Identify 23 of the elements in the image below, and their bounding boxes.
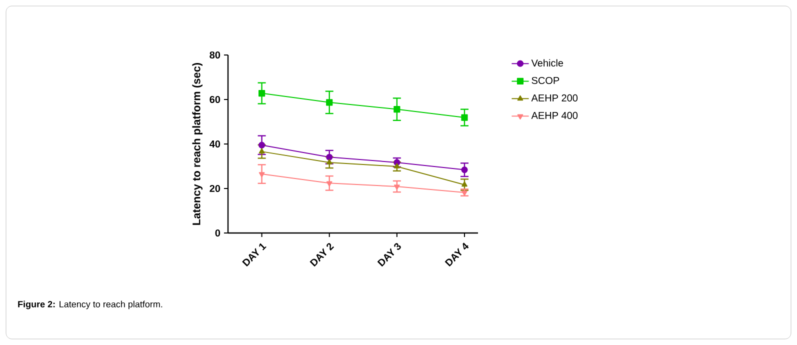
y-tick-label: 0 xyxy=(215,229,220,237)
point xyxy=(326,99,333,106)
point xyxy=(258,172,265,178)
legend-label: AEHP 400 xyxy=(531,112,578,119)
text: Figure 2: Latency to reach platform. xyxy=(18,300,162,310)
point xyxy=(461,114,468,121)
y-tick-label: 40 xyxy=(210,140,220,148)
legend-label: Vehicle xyxy=(531,59,564,67)
y-axis-title: Latency to reach platform (sec) xyxy=(192,62,202,225)
y-tick-label: 20 xyxy=(210,184,220,192)
point xyxy=(326,154,333,160)
point xyxy=(394,106,400,113)
point xyxy=(461,166,468,174)
y-tick-label: 60 xyxy=(210,96,220,104)
legend-label: SCOP xyxy=(532,76,560,84)
point xyxy=(394,184,400,190)
point xyxy=(258,90,266,97)
point xyxy=(258,148,265,154)
point xyxy=(326,181,332,186)
point xyxy=(258,142,266,148)
y-tick-label: 80 xyxy=(210,51,220,59)
legend-label: AEHP 200 xyxy=(531,94,578,102)
point xyxy=(326,159,332,164)
